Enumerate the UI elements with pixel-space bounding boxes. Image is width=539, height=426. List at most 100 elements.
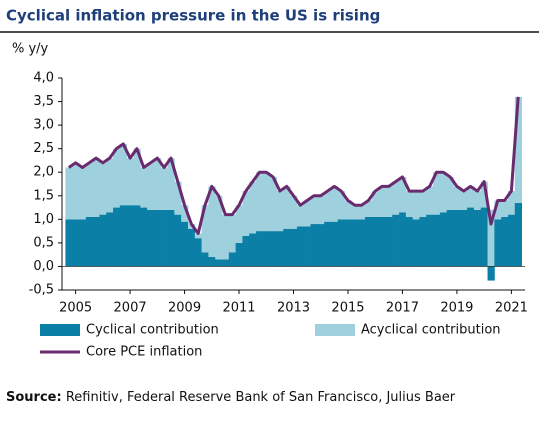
bar-segment xyxy=(79,167,87,220)
bar-segment xyxy=(276,191,284,232)
source-text: Refinitiv, Federal Reserve Bank of San F… xyxy=(66,390,456,405)
bar-segment xyxy=(385,186,393,217)
y-tick-label: -0,5 xyxy=(29,283,54,298)
bar-segment xyxy=(72,162,80,220)
bar-segment xyxy=(65,167,73,220)
bar-segment xyxy=(324,191,332,222)
bar-segment xyxy=(371,216,380,267)
bar-segment xyxy=(371,191,380,217)
bar-segment xyxy=(378,186,386,217)
bar-segment xyxy=(208,186,216,258)
bar-segment xyxy=(364,200,373,217)
bar-segment xyxy=(194,233,202,239)
bar-segment xyxy=(501,216,509,267)
y-tick-label: 2,0 xyxy=(33,165,54,180)
bar-segment xyxy=(72,219,80,267)
bar-segment xyxy=(473,209,482,267)
x-tick-label: 2013 xyxy=(277,301,310,316)
bar-segment xyxy=(235,205,243,243)
bar-segment xyxy=(269,176,277,232)
x-tick-label: 2015 xyxy=(331,301,364,316)
bar-segment xyxy=(99,214,107,267)
bar-segment xyxy=(467,207,475,267)
y-tick-label: 1,0 xyxy=(33,212,54,227)
bar-segment xyxy=(174,181,182,215)
legend-label: Cyclical contribution xyxy=(86,323,219,338)
bar-segment xyxy=(412,191,420,220)
bar-segment xyxy=(324,221,332,267)
bar-segment xyxy=(147,162,155,210)
bar-segment xyxy=(201,252,209,267)
bar-segment xyxy=(392,214,400,267)
bar-segment xyxy=(480,207,488,267)
legend-label: Core PCE inflation xyxy=(86,345,202,360)
bar-segment xyxy=(303,226,311,267)
bar-segment xyxy=(113,148,121,208)
bar-segment xyxy=(119,205,128,267)
bar-segment xyxy=(208,257,216,267)
bar-segment xyxy=(290,195,298,229)
bar-segment xyxy=(310,224,318,267)
bar-segment xyxy=(119,143,128,206)
bar-segment xyxy=(296,205,305,227)
y-tick-label: 3,5 xyxy=(33,94,54,109)
bar-segment xyxy=(160,209,168,267)
bar-segment xyxy=(140,167,148,208)
bar-segment xyxy=(296,226,305,267)
line xyxy=(67,96,520,235)
bar-segment xyxy=(330,221,339,267)
bar-segment xyxy=(181,221,189,267)
bar-segment xyxy=(507,214,516,267)
bar-segment xyxy=(507,191,516,215)
bar-segment xyxy=(242,235,250,267)
bar-segment xyxy=(344,219,352,267)
y-tick-label: 0,5 xyxy=(33,235,54,250)
legend-label: Acyclical contribution xyxy=(361,323,501,338)
bar-segment xyxy=(269,231,277,267)
bar-segment xyxy=(501,200,509,217)
bar-segment xyxy=(242,191,250,236)
bar-segment xyxy=(235,242,243,267)
legend-swatch xyxy=(315,324,355,336)
bar-segment xyxy=(303,200,311,227)
bar-segment xyxy=(453,209,461,267)
bar-segment xyxy=(446,209,454,267)
bar-segment xyxy=(194,238,202,267)
bar-segment xyxy=(439,172,448,213)
source-label: Source: xyxy=(6,390,62,405)
bar-segment xyxy=(65,219,73,267)
bar-segment xyxy=(487,266,495,281)
y-tick-label: 1,5 xyxy=(33,188,54,203)
bar-segment xyxy=(337,219,345,267)
bar-segment xyxy=(460,191,468,210)
bar-segment xyxy=(276,231,284,267)
bar-segment xyxy=(92,216,100,267)
bar-segment xyxy=(392,181,400,215)
bar-segment xyxy=(330,186,339,222)
bar-segment xyxy=(160,167,168,210)
bar-segment xyxy=(433,172,441,215)
bar-segment xyxy=(378,216,386,267)
bar-segment xyxy=(167,158,175,210)
bar-segment xyxy=(460,209,468,267)
bar-segment xyxy=(215,259,223,267)
x-tick-label: 2017 xyxy=(386,301,419,316)
bar-segment xyxy=(405,216,414,267)
bar-segment xyxy=(85,162,94,217)
bar-segment xyxy=(222,259,230,267)
bar-segment xyxy=(419,191,427,217)
bar-segment xyxy=(467,186,475,208)
bar-segment xyxy=(439,212,448,267)
x-tick-label: 2005 xyxy=(59,301,92,316)
bar-segment xyxy=(344,200,352,220)
bar-segment xyxy=(153,158,162,210)
bar-segment xyxy=(256,231,264,267)
x-tick-label: 2019 xyxy=(440,301,473,316)
bar-segment xyxy=(187,228,196,267)
bar-segment xyxy=(147,209,155,267)
bar-segment xyxy=(283,186,291,229)
bar-segment xyxy=(419,216,427,267)
bar-segment xyxy=(228,252,237,267)
bar-segment xyxy=(473,191,482,210)
